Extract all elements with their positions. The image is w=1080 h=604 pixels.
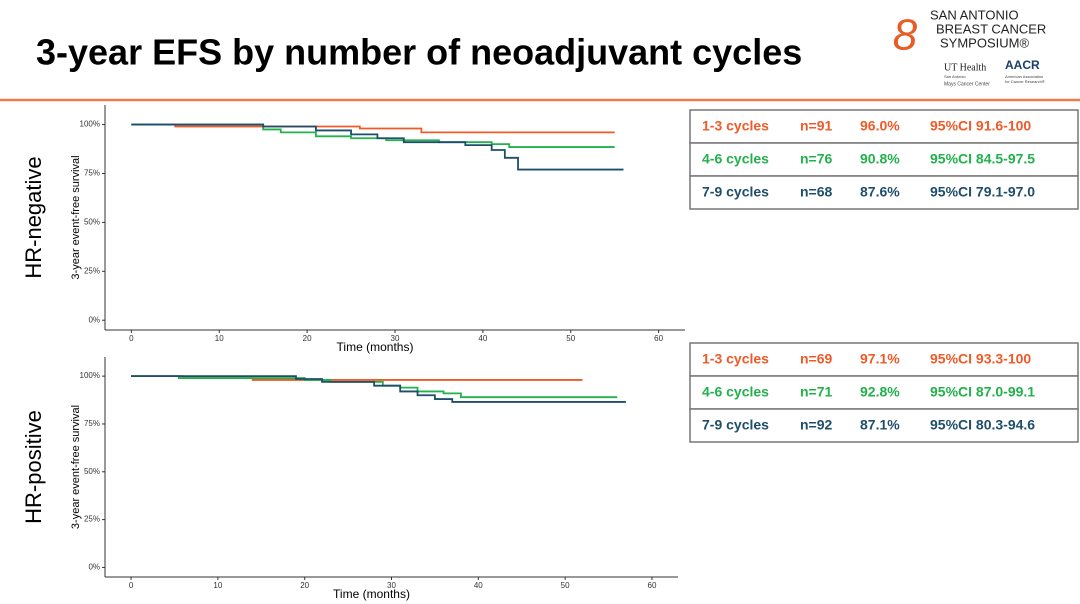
table-cell: 95%CI 80.3-94.6 — [930, 417, 1035, 433]
logo-text: SAN ANTONIO — [930, 7, 1019, 22]
table-cell: 95%CI 93.3-100 — [930, 351, 1031, 367]
x-tick-label: 60 — [654, 334, 663, 343]
y-tick-label: 25% — [84, 266, 100, 275]
table-cell: 97.1% — [860, 351, 900, 367]
panel-label: HR-negative — [21, 156, 46, 278]
table-cell: 7-9 cycles — [702, 417, 769, 433]
y-tick-label: 75% — [84, 169, 100, 178]
table-cell: 90.8% — [860, 151, 900, 167]
x-tick-label: 10 — [213, 581, 222, 590]
y-tick-label: 50% — [84, 218, 100, 227]
y-tick-label: 0% — [88, 563, 100, 572]
table-cell: 87.6% — [860, 184, 900, 200]
x-tick-label: 40 — [474, 581, 483, 590]
logo-mark: 8 — [893, 11, 918, 60]
table-cell: 1-3 cycles — [702, 351, 769, 367]
table-cell: 1-3 cycles — [702, 118, 769, 134]
survival-curve — [131, 123, 624, 171]
panel-label: HR-positive — [21, 410, 46, 524]
table-cell: n=69 — [800, 351, 833, 367]
x-tick-label: 60 — [648, 581, 657, 590]
table-cell: 7-9 cycles — [702, 184, 769, 200]
logo-text: BREAST CANCER — [936, 21, 1046, 36]
table-cell: 95%CI 87.0-99.1 — [930, 384, 1035, 400]
y-tick-label: 100% — [80, 120, 100, 129]
logo-text: for Cancer Research® — [1005, 79, 1045, 84]
table-row — [689, 175, 1079, 210]
logo: 8 SAN ANTONIO BREAST CANCER SYMPOSIUM® U… — [893, 7, 1047, 87]
x-tick-label: 0 — [129, 334, 134, 343]
logo-text: UT Health — [944, 62, 986, 73]
table-cell: 87.1% — [860, 417, 900, 433]
logo-text: SYMPOSIUM® — [940, 35, 1029, 50]
table-cell: 95%CI 84.5-97.5 — [930, 151, 1035, 167]
survival-curve — [131, 123, 615, 148]
y-tick-label: 25% — [84, 515, 100, 524]
table-cell: n=71 — [800, 384, 833, 400]
table-cell: 92.8% — [860, 384, 900, 400]
table-cell: n=92 — [800, 417, 833, 433]
x-axis-label: Time (months) — [333, 587, 410, 601]
plot-area — [105, 105, 685, 330]
x-tick-label: 30 — [391, 334, 400, 343]
table-cell: n=91 — [800, 118, 833, 134]
table-cell: 4-6 cycles — [702, 384, 769, 400]
table-row — [689, 375, 1079, 410]
y-tick-label: 0% — [88, 315, 100, 324]
x-tick-label: 10 — [215, 334, 224, 343]
logo-text: American Association — [1005, 74, 1043, 79]
survival-curve — [131, 375, 626, 403]
y-tick-label: 100% — [80, 371, 100, 380]
x-tick-label: 30 — [387, 581, 396, 590]
table-cell: 95%CI 79.1-97.0 — [930, 184, 1035, 200]
table-cell: n=76 — [800, 151, 833, 167]
logo-text: Mays Cancer Center — [944, 81, 990, 87]
x-tick-label: 20 — [303, 334, 312, 343]
table-cell: 96.0% — [860, 118, 900, 134]
logo-text: AACR — [1005, 58, 1040, 72]
y-tick-label: 50% — [84, 467, 100, 476]
x-tick-label: 20 — [300, 581, 309, 590]
table-row — [689, 408, 1079, 443]
slide-title: 3-year EFS by number of neoadjuvant cycl… — [36, 32, 802, 73]
y-axis-label: 3-year event-free survival — [70, 405, 82, 529]
table-cell: n=68 — [800, 184, 833, 200]
logo-text: San Antonio — [944, 74, 966, 79]
x-tick-label: 50 — [561, 581, 570, 590]
x-tick-label: 40 — [478, 334, 487, 343]
table-row — [689, 142, 1079, 177]
table-cell: 95%CI 91.6-100 — [930, 118, 1031, 134]
table-cell: 4-6 cycles — [702, 151, 769, 167]
x-tick-label: 0 — [129, 581, 134, 590]
y-tick-label: 75% — [84, 419, 100, 428]
x-tick-label: 50 — [566, 334, 575, 343]
plot-area — [105, 357, 678, 577]
y-axis-label: 3-year event-free survival — [70, 155, 82, 279]
x-axis-label: Time (months) — [337, 340, 414, 354]
